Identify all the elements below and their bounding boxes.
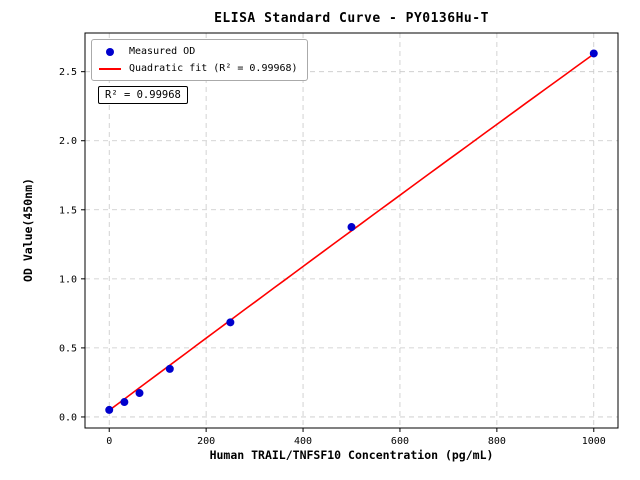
x-tick-label: 200 — [197, 436, 215, 447]
scatter-point — [105, 405, 114, 414]
y-tick-label: 0.5 — [59, 343, 77, 354]
legend-label-quadratic-fit: Quadratic fit (R² = 0.99968) — [129, 63, 298, 74]
x-tick-label: 1000 — [582, 436, 606, 447]
y-tick-label: 2.0 — [59, 136, 77, 147]
y-tick-label: 0.0 — [59, 412, 77, 423]
chart-title: ELISA Standard Curve - PY0136Hu-T — [214, 11, 489, 26]
x-tick-label: 800 — [488, 436, 506, 447]
x-tick-label: 400 — [294, 436, 312, 447]
legend-label-measured-od: Measured OD — [129, 46, 196, 57]
x-tick-label: 0 — [106, 436, 112, 447]
scatter-point — [135, 389, 144, 398]
scatter-point — [347, 223, 356, 232]
scatter-point — [120, 398, 129, 407]
r-squared-annotation: R² = 0.99968 — [98, 86, 188, 104]
x-axis-label: Human TRAIL/TNFSF10 Concentration (pg/mL… — [209, 448, 494, 462]
plot-border — [84, 32, 619, 429]
y-tick-label: 1.0 — [59, 274, 77, 285]
measured-od-dot-icon — [106, 47, 114, 56]
legend-item-quadratic-fit: Quadratic fit (R² = 0.99968) — [99, 62, 298, 75]
scatter-point — [589, 49, 598, 58]
y-tick-label: 1.5 — [59, 205, 77, 216]
legend-marker-slot — [99, 47, 121, 56]
quadratic-fit-line-icon — [99, 67, 121, 70]
scatter-point — [226, 318, 235, 327]
legend-marker-slot — [99, 67, 121, 70]
y-tick-label: 2.5 — [59, 67, 77, 78]
scatter-point — [165, 364, 174, 373]
legend-item-measured-od: Measured OD — [99, 45, 298, 58]
x-tick-label: 600 — [391, 436, 409, 447]
quadratic-fit-line — [108, 53, 595, 411]
y-axis-label: OD Value(450nm) — [21, 178, 35, 282]
legend: Measured OD Quadratic fit (R² = 0.99968) — [91, 39, 308, 81]
